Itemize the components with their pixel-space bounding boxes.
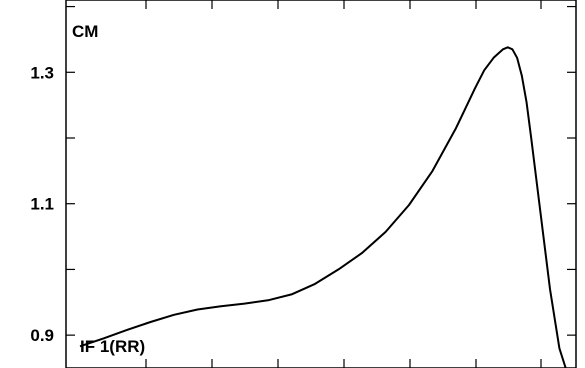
y-axis-ticks xyxy=(66,5,576,336)
y-tick-label: 1.3 xyxy=(30,63,54,82)
label-cm: CM xyxy=(72,22,98,41)
plot-frame xyxy=(65,0,577,368)
series-layer xyxy=(79,46,567,368)
label-if1-rr: IF 1(RR) xyxy=(80,337,145,356)
y-axis-tick-labels: 1.3 1.1 0.9 xyxy=(30,63,54,345)
y-tick-label: 1.1 xyxy=(30,195,54,214)
y-tick-label: 0.9 xyxy=(30,326,54,345)
x-axis-ticks xyxy=(145,0,542,368)
series-line xyxy=(79,46,567,368)
